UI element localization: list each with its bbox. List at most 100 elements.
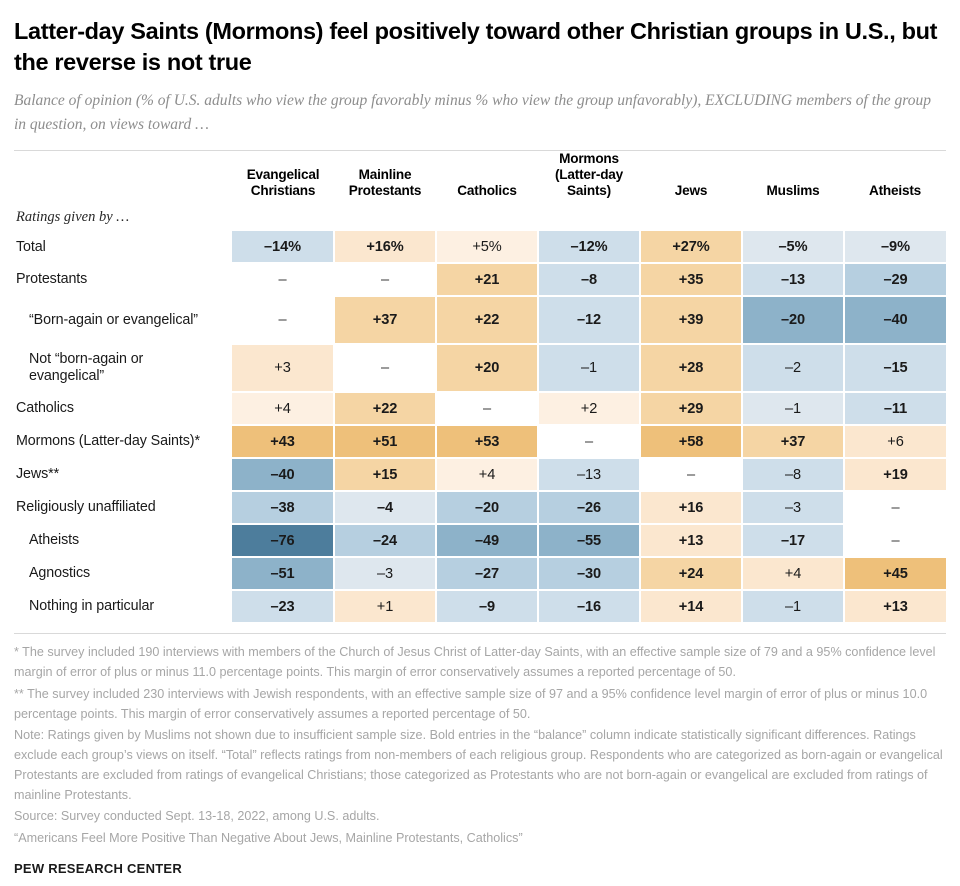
heatmap-cell: –51 [232,557,335,592]
heatmap-cell: +24 [640,557,743,592]
page-subtitle: Balance of opinion (% of U.S. adults who… [14,92,931,133]
heatmap-cell: +20 [436,344,539,394]
footnotes: * The survey included 190 interviews wit… [14,642,944,847]
heatmap-cell: – [538,425,641,460]
heatmap-cell: –30 [538,557,641,592]
table-row: Protestants – – +21 –8 +35 –13 –29 [14,263,946,298]
heatmap-cell: – [232,263,335,298]
table-row: Agnostics –51 –3 –27 –30 +24 +4 +45 [14,557,946,592]
heatmap-cell: –13 [742,263,845,298]
heatmap-cell: – [232,296,335,346]
heatmap-cell: +22 [334,392,437,427]
table-row: Mormons (Latter-day Saints)* +43 +51 +53– +5… [14,425,946,460]
heatmap-cell: –8 [538,263,641,298]
heatmap-cell: –20 [742,296,845,346]
row-label: Atheists [29,532,80,549]
heatmap-cell: +51 [334,425,437,460]
heatmap-cell: –12% [538,231,641,265]
footer-divider [14,633,946,635]
heatmap-cell: –8 [742,458,845,493]
table-header: Evangelical Christians Mainline Protestants… [14,151,946,206]
heatmap-cell: +16% [334,231,437,265]
footnote-note: Note: Ratings given by Muslims not shown… [14,727,943,803]
heatmap-cell: –11 [844,392,946,427]
table-row: Jews** –40 +15 +4 –13– –8 +19 [14,458,946,493]
row-label: Religiously unaffiliated [16,499,156,516]
column-header-mormons-latter-day-saints: Mormons (Latter-day Saints) [554,151,624,199]
heatmap-cell: +27% [640,231,743,265]
table-corner-cell [14,151,232,206]
table-row: “Born-again or evangelical” – +37 +22 –12 +39… [14,296,946,346]
row-label: Agnostics [29,565,91,582]
heatmap-cell: –13 [538,458,641,493]
heatmap-cell: +35 [640,263,743,298]
heatmap-cell: – [334,263,437,298]
column-header-row: Evangelical Christians Mainline Protestants… [14,151,946,206]
footnote-source: Source: Survey conducted Sept. 13-18, 20… [14,809,380,824]
heatmap-cell: +4 [232,392,335,427]
heatmap-cell: –16 [538,590,641,625]
heatmap-cell: +28 [640,344,743,394]
header-divider [14,150,946,152]
heatmap-cell: +29 [640,392,743,427]
table-row: Total –14% +16% +5% –12% +27% –5% –9% [14,231,946,265]
heatmap-cell: – [844,491,946,526]
ratings-given-by-label: Ratings given by … [16,209,130,226]
heatmap-cell: +39 [640,296,743,346]
table-row: Catholics +4 +22– +2 +29 –1 –11 [14,392,946,427]
heatmap-cell: –20 [436,491,539,526]
heatmap-cell: –49 [436,524,539,559]
page-title: Latter-day Saints (Mormons) feel positiv… [14,18,938,75]
table-row: Atheists –76 –24 –49 –55 +13 –17– [14,524,946,559]
heatmap-cell: +22 [436,296,539,346]
heatmap-cell: +45 [844,557,946,592]
heatmap-cell: –40 [844,296,946,346]
row-label: Jews** [16,466,60,483]
heatmap-cell: +4 [436,458,539,493]
heatmap-cell: +16 [640,491,743,526]
heatmap-cell: –55 [538,524,641,559]
heatmap-cell: –76 [232,524,335,559]
column-header-mainline-protestants: Mainline Protestants [348,167,422,199]
heatmap-cell: –9 [436,590,539,625]
heatmap-cell: +15 [334,458,437,493]
heatmap-cell: +4 [742,557,845,592]
heatmap-cell: –15 [844,344,946,394]
heatmap-cell: +2 [538,392,641,427]
ratings-given-by-row: Ratings given by … [14,206,946,231]
heatmap-cell: –27 [436,557,539,592]
heatmap-cell: +21 [436,263,539,298]
heatmap-cell: –17 [742,524,845,559]
footnote-double-star: ** The survey included 230 interviews wi… [14,686,928,721]
footnote-report-title: “Americans Feel More Positive Than Negat… [14,830,523,845]
row-label: Protestants [16,271,88,288]
heatmap-cell: +43 [232,425,335,460]
heatmap-cell: –23 [232,590,335,625]
heatmap-cell: –1 [742,590,845,625]
heatmap-cell: +14 [640,590,743,625]
heatmap-cell: +37 [334,296,437,346]
heatmap-cell: – [844,524,946,559]
heatmap-cell: –2 [742,344,845,394]
heatmap-cell: –14% [232,231,335,265]
heatmap-cell: +58 [640,425,743,460]
heatmap-cell: – [640,458,743,493]
heatmap-cell: –3 [742,491,845,526]
heatmap-cell: +53 [436,425,539,460]
heatmap-cell: –5% [742,231,845,265]
column-header-catholics: Catholics [457,183,517,199]
heatmap-cell: +1 [334,590,437,625]
heatmap-cell: –24 [334,524,437,559]
row-label: Mormons (Latter-day Saints)* [16,433,200,450]
heatmap-cell: –4 [334,491,437,526]
heatmap-cell: –9% [844,231,946,265]
pew-research-center-brand: PEW RESEARCH CENTER [14,860,182,876]
row-label: Total [16,238,46,255]
heatmap-cell: –29 [844,263,946,298]
table-row: Nothing in particular –23 +1 –9 –16 +14 –1 +13 [14,590,946,625]
heatmap-cell: – [436,392,539,427]
footnote-star: * The survey included 190 interviews wit… [14,645,936,680]
heatmap-cell: – [334,344,437,394]
heatmap-cell: –38 [232,491,335,526]
